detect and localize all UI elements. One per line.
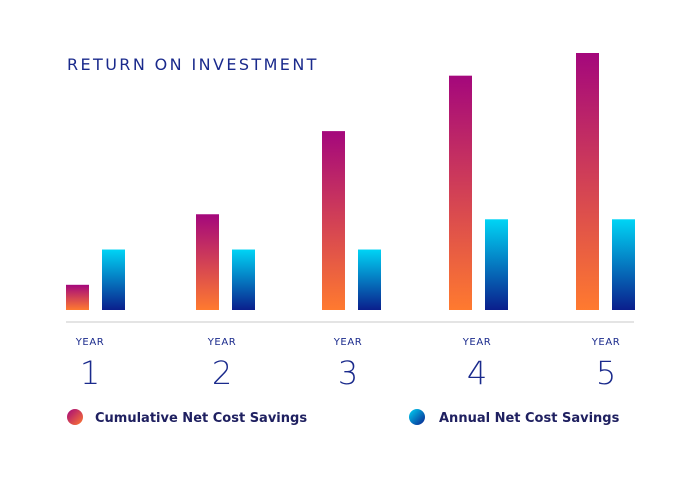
bar-cumulative-year-4	[449, 75, 472, 310]
x-tick-label-year-2: 2	[212, 354, 232, 392]
x-tick-label-year-3: 3	[338, 354, 358, 392]
x-tick-prefix-year-2: YEAR	[207, 337, 237, 348]
bar-annual-year-4	[485, 219, 508, 310]
bar-cumulative-year-5	[576, 53, 599, 310]
x-tick-prefix-year-5: YEAR	[591, 337, 621, 348]
x-tick-label-year-4: 4	[467, 354, 487, 392]
bar-annual-year-5	[612, 219, 635, 310]
bar-cumulative-year-3	[322, 131, 345, 310]
bar-cumulative-year-1	[66, 284, 89, 310]
legend-label-cumulative: Cumulative Net Cost Savings	[95, 411, 307, 426]
bar-annual-year-3	[358, 249, 381, 310]
legend: Cumulative Net Cost Savings Annual Net C…	[67, 409, 620, 426]
x-axis-labels: YEAR 1 YEAR 2 YEAR 3 YEAR 4 YEAR 5	[75, 337, 621, 392]
bar-annual-year-2	[232, 249, 255, 310]
legend-swatch-cumulative	[67, 409, 83, 425]
x-tick-label-year-5: 5	[596, 354, 616, 392]
x-tick-label-year-1: 1	[80, 354, 100, 392]
chart-title: RETURN ON INVESTMENT	[67, 55, 319, 74]
x-tick-prefix-year-3: YEAR	[333, 337, 363, 348]
legend-label-annual: Annual Net Cost Savings	[439, 411, 620, 426]
bars-group	[66, 53, 635, 310]
bar-cumulative-year-2	[196, 214, 219, 310]
legend-swatch-annual	[409, 409, 425, 425]
x-tick-prefix-year-4: YEAR	[462, 337, 492, 348]
bar-annual-year-1	[102, 249, 125, 310]
x-tick-prefix-year-1: YEAR	[75, 337, 105, 348]
